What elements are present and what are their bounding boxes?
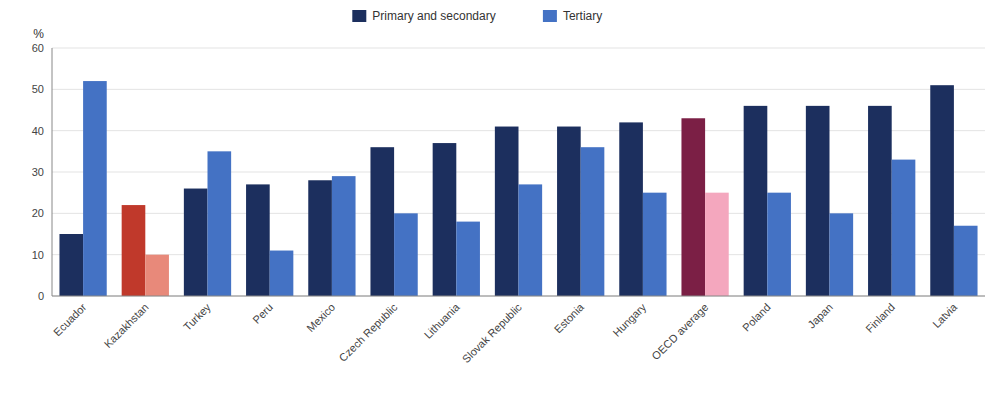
bars — [59, 81, 977, 296]
x-tick-label: Ecuador — [51, 301, 89, 339]
x-tick-label: Czech Republic — [337, 301, 400, 364]
bar — [184, 189, 208, 296]
x-tick-label: Peru — [250, 301, 275, 326]
bar — [892, 160, 916, 296]
legend-swatch — [352, 10, 366, 22]
y-tick-label: 50 — [32, 83, 44, 95]
bar — [744, 106, 768, 296]
legend: Primary and secondary Tertiary — [352, 9, 602, 23]
y-axis-label: % — [33, 27, 44, 41]
x-tick-label: Slovak Republic — [460, 301, 525, 366]
chart: Primary and secondary Tertiary 0 10 20 30 40 50… — [0, 0, 1000, 393]
bar — [830, 213, 854, 296]
y-axis-line — [52, 48, 53, 296]
x-tick-label: Japan — [805, 301, 835, 331]
bar — [145, 255, 169, 296]
bar — [643, 193, 667, 296]
bar — [394, 213, 418, 296]
bar — [332, 176, 356, 296]
bar — [370, 147, 394, 296]
grid-line — [52, 48, 985, 49]
bar — [681, 118, 705, 296]
bar — [705, 193, 729, 296]
bar — [868, 106, 892, 296]
bar — [619, 122, 643, 296]
bar — [806, 106, 830, 296]
x-tick-label: Mexico — [304, 301, 337, 334]
bar — [767, 193, 791, 296]
x-axis-line — [52, 296, 985, 297]
grid-line — [52, 296, 985, 297]
bar — [456, 222, 480, 296]
grid-line — [52, 89, 985, 90]
bar — [208, 151, 232, 296]
bar — [581, 147, 605, 296]
y-tick-label: 30 — [32, 166, 44, 178]
bar — [954, 226, 978, 296]
legend-label: Primary and secondary — [372, 9, 495, 23]
bar — [83, 81, 107, 296]
x-tick-label: Poland — [740, 301, 773, 334]
bar — [519, 184, 543, 296]
bar — [495, 127, 519, 296]
x-tick-label: Hungary — [610, 301, 648, 339]
bar — [122, 205, 146, 296]
bar — [270, 251, 294, 296]
bar — [433, 143, 457, 296]
x-axis: Ecuador Kazakhstan Turkey Peru MexicoCzech R… — [51, 300, 960, 365]
legend-label: Tertiary — [563, 9, 602, 23]
y-tick-label: 10 — [32, 249, 44, 261]
x-tick-label: Latvia — [930, 300, 960, 330]
x-tick-label: Estonia — [552, 300, 587, 335]
y-tick-label: 0 — [38, 290, 44, 302]
y-axis: 0 10 20 30 40 50 60 — [32, 42, 985, 302]
y-tick-label: 20 — [32, 207, 44, 219]
bar — [308, 180, 332, 296]
y-tick-label: 60 — [32, 42, 44, 54]
bar — [557, 127, 581, 296]
legend-swatch — [543, 10, 557, 22]
x-tick-label: Kazakhstan — [102, 301, 151, 350]
x-tick-label: Lithuania — [422, 300, 463, 341]
x-tick-label: OECD average — [649, 301, 710, 362]
bar — [59, 234, 83, 296]
x-tick-label: Turkey — [181, 301, 213, 333]
bar — [930, 85, 954, 296]
bar — [246, 184, 270, 296]
x-tick-label: Finland — [863, 301, 897, 335]
y-tick-label: 40 — [32, 125, 44, 137]
